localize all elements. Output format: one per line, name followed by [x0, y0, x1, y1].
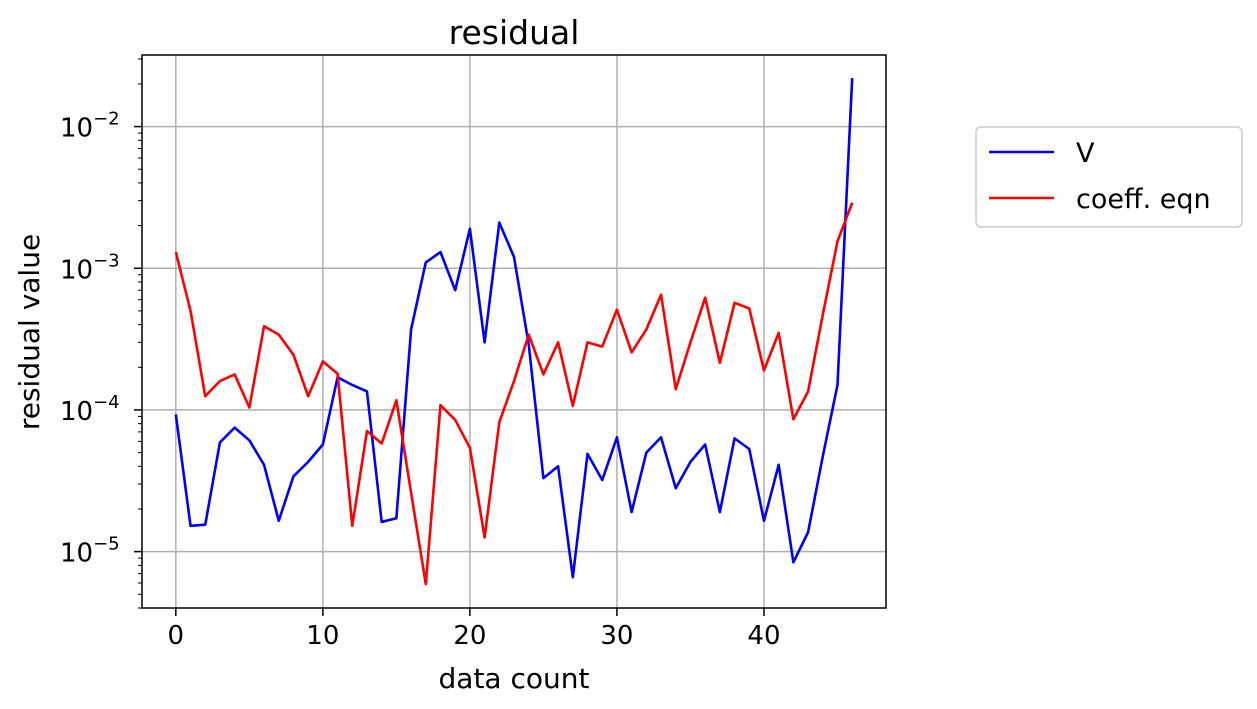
legend: V coeff. eqn	[975, 126, 1243, 228]
legend-label-v: V	[1076, 138, 1095, 169]
y-tick-label: 10−4	[60, 392, 120, 427]
x-tick-label: 40	[747, 621, 780, 651]
plot-frame	[141, 54, 887, 609]
y-tick-label: 10−5	[60, 534, 120, 569]
series-line-v	[174, 77, 854, 579]
x-tick-label: 20	[453, 621, 486, 651]
x-tick-label: 30	[600, 621, 633, 651]
series-layer	[174, 77, 854, 586]
x-tick-label: 10	[306, 621, 339, 651]
grid	[142, 55, 886, 608]
y-tick-label: 10−3	[60, 250, 120, 285]
y-axis-label: residual value	[13, 234, 46, 430]
x-axis-label: data count	[439, 662, 590, 695]
chart-title: residual	[449, 13, 580, 52]
x-tick-label: 0	[168, 621, 185, 651]
ticks: 0 10 20 30 40 10−5 10−4 10−3 10−2	[60, 58, 781, 651]
legend-label-coeff-eqn: coeff. eqn	[1076, 184, 1211, 215]
series-line-coeff-eqn	[174, 202, 854, 586]
y-tick-label: 10−2	[60, 109, 120, 144]
